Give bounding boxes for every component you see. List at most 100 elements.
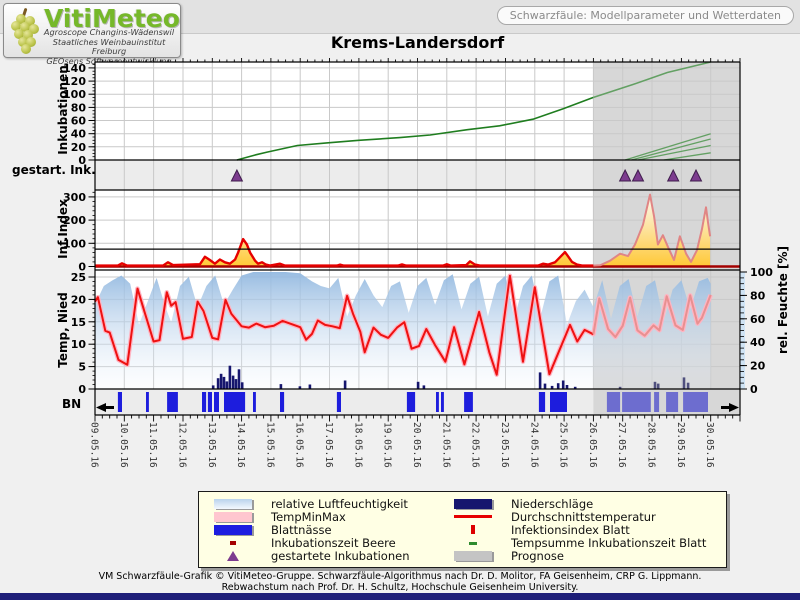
started-incubation-marker bbox=[631, 168, 645, 182]
x-axis-date-label: 12.05.16 bbox=[177, 422, 188, 468]
precipitation-bar bbox=[561, 380, 565, 389]
precipitation-bar bbox=[686, 382, 690, 389]
x-axis-date-label: 29.05.16 bbox=[675, 422, 686, 468]
grapes-icon bbox=[8, 7, 42, 54]
legend-item: TempMinMax bbox=[213, 509, 410, 524]
legend-swatch-precip bbox=[453, 498, 493, 509]
footer-credits: VM Schwarzfäule-Grafik © VitiMeteo-Grupp… bbox=[0, 571, 800, 593]
band-label-started-incubations: gestart. Ink. bbox=[12, 163, 96, 177]
precipitation-bar bbox=[538, 372, 542, 389]
legend-item: Blattnässe bbox=[213, 523, 410, 537]
vitimeteo-logo: VitiMeteo Agroscope Changins-Wädenswil S… bbox=[3, 3, 181, 65]
svg-text:100: 100 bbox=[750, 266, 773, 279]
leaf-wetness-bar-prognose bbox=[606, 392, 621, 412]
leaf-wetness-bar bbox=[336, 392, 341, 412]
precipitation-bar bbox=[240, 382, 244, 389]
svg-text:100: 100 bbox=[63, 237, 86, 250]
legend-item: relative Luftfeuchtigkeit bbox=[213, 496, 410, 511]
x-axis-date-label: 28.05.16 bbox=[646, 422, 657, 468]
scroll-right-arrow[interactable] bbox=[721, 403, 739, 412]
leaf-wetness-bar-prognose bbox=[654, 392, 660, 412]
footer-line-1: VM Schwarzfäule-Grafik © VitiMeteo-Grupp… bbox=[98, 571, 702, 582]
leaf-wetness-bar bbox=[253, 392, 256, 412]
svg-text:80: 80 bbox=[71, 101, 87, 114]
leaf-wetness-bar bbox=[146, 392, 149, 412]
svg-text:40: 40 bbox=[71, 128, 87, 141]
page-title: Krems-Landersdorf bbox=[330, 33, 505, 52]
legend-label: Durchschnittstemperatur bbox=[511, 509, 656, 524]
tempsum-prognose-line bbox=[631, 138, 711, 161]
vitimeteo-chart-svg: 0204060801001201400100200300051015202502… bbox=[63, 58, 773, 468]
leaf-wetness-bar bbox=[207, 392, 212, 412]
svg-text:20: 20 bbox=[71, 141, 87, 154]
logo-line-1: Agroscope Changins-Wädenswil bbox=[43, 27, 175, 37]
precipitation-bar bbox=[228, 365, 232, 389]
x-axis-date-label: 24.05.16 bbox=[528, 422, 539, 468]
leaf-wetness-bar bbox=[117, 392, 122, 412]
precipitation-bar bbox=[543, 383, 547, 389]
logo-subtitle: Agroscope Changins-Wädenswil Staatliches… bbox=[40, 27, 178, 66]
legend-label: Inkubationszeit Beere bbox=[271, 536, 396, 551]
leaf-wetness-bar bbox=[224, 392, 246, 412]
svg-text:0: 0 bbox=[78, 261, 86, 274]
leaf-wetness-bar bbox=[550, 392, 567, 412]
tempsum-line bbox=[236, 96, 594, 161]
infection-index-line-prognose bbox=[593, 193, 712, 267]
legend-item: Niederschläge bbox=[453, 496, 706, 511]
legend-swatch-triangle bbox=[213, 551, 253, 562]
precipitation-bar bbox=[234, 379, 238, 389]
bottom-bar bbox=[0, 593, 800, 600]
svg-text:10: 10 bbox=[71, 338, 87, 351]
x-axis-date-label: 16.05.16 bbox=[294, 422, 305, 468]
logo-line-3: GEOsens Softwareentwicklung bbox=[46, 55, 172, 66]
leaf-wetness-bar bbox=[214, 392, 219, 412]
x-axis-date-label: 09.05.16 bbox=[89, 422, 100, 468]
tempsum-prognose-line bbox=[663, 152, 711, 161]
x-axis-date-label: 14.05.16 bbox=[235, 422, 246, 468]
svg-text:60: 60 bbox=[750, 313, 766, 326]
legend-swatch-bn bbox=[213, 524, 253, 535]
svg-text:200: 200 bbox=[63, 214, 86, 227]
legend-label: TempMinMax bbox=[271, 509, 346, 524]
precipitation-bar bbox=[308, 384, 312, 389]
svg-text:40: 40 bbox=[750, 336, 766, 349]
x-axis-date-label: 13.05.16 bbox=[206, 422, 217, 468]
svg-text:20: 20 bbox=[750, 360, 766, 373]
precipitation-bar bbox=[298, 386, 302, 389]
svg-text:100: 100 bbox=[63, 88, 86, 101]
leaf-wetness-bar bbox=[441, 392, 444, 412]
legend-swatch-humidity bbox=[213, 498, 253, 509]
leaf-wetness-bar bbox=[464, 392, 473, 412]
precipitation-bar bbox=[216, 378, 220, 389]
started-incubation-marker bbox=[618, 168, 632, 182]
precipitation-bar bbox=[653, 381, 657, 389]
precipitation-bar bbox=[225, 381, 229, 389]
leaf-wetness-bar bbox=[280, 392, 285, 412]
legend-label: Infektionsindex Blatt bbox=[511, 522, 630, 537]
x-axis-date-label: 11.05.16 bbox=[147, 422, 158, 468]
x-axis-date-label: 27.05.16 bbox=[616, 422, 627, 468]
legend-label: Niederschläge bbox=[511, 496, 594, 511]
x-axis-date-label: 26.05.16 bbox=[587, 422, 598, 468]
legend-label: relative Luftfeuchtigkeit bbox=[271, 496, 408, 511]
precipitation-bar bbox=[222, 376, 226, 389]
x-axis-date-label: 19.05.16 bbox=[382, 422, 393, 468]
leaf-wetness-bar bbox=[436, 392, 439, 412]
precipitation-bar bbox=[237, 369, 241, 389]
precipitation-bar bbox=[656, 383, 660, 389]
band-label-leaf-wetness: BN bbox=[62, 397, 82, 411]
precipitation-bar bbox=[279, 384, 283, 389]
started-incubation-marker bbox=[666, 168, 680, 182]
x-axis-date-label: 20.05.16 bbox=[411, 422, 422, 468]
precipitation-bar bbox=[416, 381, 420, 389]
scroll-left-arrow[interactable] bbox=[96, 403, 114, 412]
svg-text:0: 0 bbox=[78, 154, 86, 167]
tempsum-prognose-line bbox=[624, 133, 711, 161]
tempsum-line-prognose bbox=[592, 61, 711, 99]
x-axis-date-label: 18.05.16 bbox=[352, 422, 363, 468]
svg-text:60: 60 bbox=[71, 115, 87, 128]
legend-item: gestartete Inkubationen bbox=[213, 549, 410, 563]
legend-swatch-infindex bbox=[453, 525, 493, 535]
precipitation-bar bbox=[231, 375, 235, 389]
